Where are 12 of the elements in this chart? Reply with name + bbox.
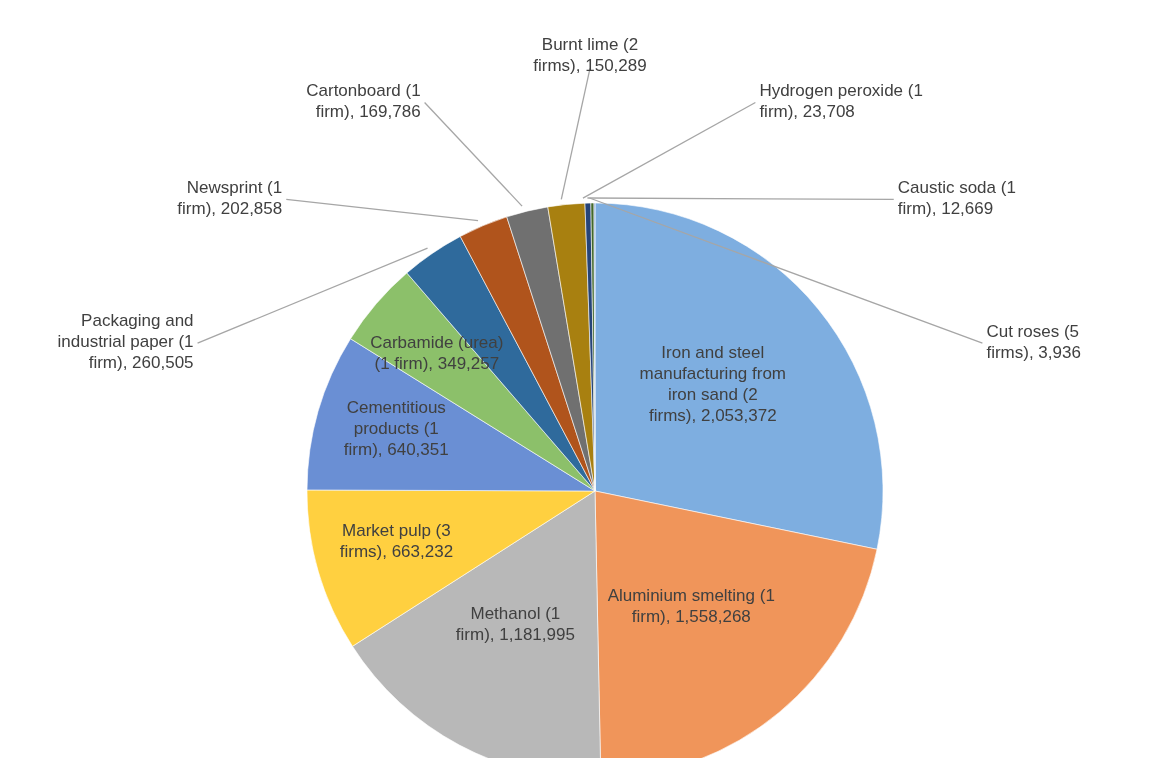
slice-label: Cartonboard (1 firm), 169,786 <box>306 81 421 122</box>
slice-label: Cementitious products (1 firm), 640,351 <box>343 398 449 460</box>
slice-label: Aluminium smelting (1 firm), 1,558,268 <box>607 586 775 627</box>
slice-label: Newsprint (1 firm), 202,858 <box>177 178 283 219</box>
slice-label: Cut roses (5 firms), 3,936 <box>986 322 1081 363</box>
slice-label: Packaging and industrial paper (1 firm), 260,505 <box>57 311 194 373</box>
slice-label: Hydrogen peroxide (1 firm), 23,708 <box>759 81 923 122</box>
slice-label: Burnt lime (2 firms), 150,289 <box>533 35 647 76</box>
slice-label: Iron and steel manufacturing from iron sand (2 firms), 2,053,372 <box>639 343 787 426</box>
slice-label: Methanol (1 firm), 1,181,995 <box>455 604 575 645</box>
slice-label: Market pulp (3 firms), 663,232 <box>339 521 454 562</box>
slice-label: Caustic soda (1 firm), 12,669 <box>897 178 1016 219</box>
